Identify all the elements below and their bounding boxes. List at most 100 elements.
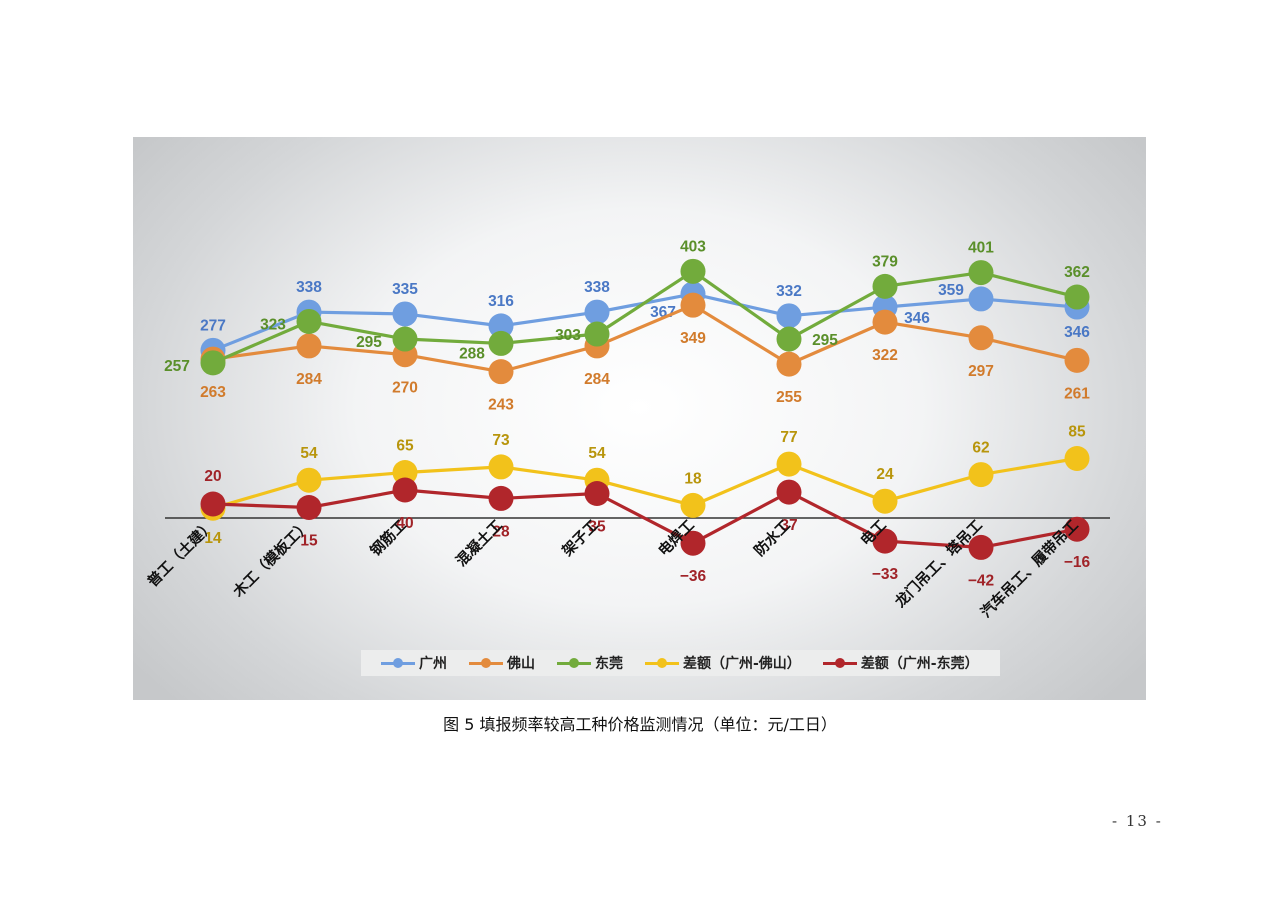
category-label: 混凝土工 [452,516,506,570]
data-label: 28 [492,523,510,540]
data-label: 77 [780,429,797,446]
series-5: 20 15 40 28 35 −36 37 −33 −42 −16 [200,468,1091,589]
data-point [584,299,610,325]
data-point [776,451,802,477]
data-label: 379 [872,253,898,270]
legend-swatch [645,658,679,668]
data-label: −36 [680,568,707,585]
series-line [212,303,1078,374]
data-label: 243 [488,397,514,414]
data-label: −16 [1064,554,1091,571]
data-point [872,309,898,335]
data-point [200,350,226,376]
legend-swatch [557,658,591,668]
data-point [680,292,706,318]
data-label: 24 [876,466,894,483]
legend-swatch [381,658,415,668]
data-point [968,534,994,560]
data-point [296,308,322,334]
data-point [776,479,802,505]
data-label: 65 [396,438,414,455]
data-label: 303 [555,327,581,344]
data-label: 359 [938,282,964,299]
data-label: 316 [488,293,514,310]
legend-item: 佛山 [469,653,535,673]
data-label: 323 [260,316,286,333]
series-line [212,269,1078,365]
data-label: 335 [392,281,418,298]
data-label: 15 [300,533,318,550]
data-label: 403 [680,238,706,255]
data-label: 401 [968,240,994,257]
legend-item: 差额（广州-东莞） [822,653,979,673]
category-label: 普工（土建） [144,516,218,590]
data-label: 20 [204,468,221,485]
data-point [488,359,514,385]
data-point [776,326,802,352]
series-2: 263 284 270 243 284 349 255 322 297 261 [200,292,1090,414]
category-label: 龙门吊工、塔吊工 [890,516,986,612]
data-point [776,303,802,329]
data-label: 73 [492,432,510,449]
data-label: −42 [968,572,994,589]
legend-label: 广州 [419,656,447,672]
data-point [872,488,898,514]
data-point [488,313,514,339]
legend-item: 广州 [381,653,447,673]
legend-label: 东莞 [595,656,623,672]
data-point [968,325,994,351]
data-label: 261 [1064,385,1090,402]
data-label: 257 [164,358,190,375]
data-point [584,481,610,506]
data-label: 270 [392,380,418,397]
legend-label: 佛山 [507,656,535,672]
legend-item: 东莞 [557,653,623,673]
series-line [212,456,1078,510]
data-label: 40 [396,515,413,532]
data-point [200,491,226,517]
series-4: 14 54 65 73 54 18 77 24 62 85 [200,424,1090,547]
data-point [776,351,802,377]
data-label: −33 [872,566,899,583]
data-point [872,528,898,554]
data-label: 322 [872,347,898,364]
legend-swatch [822,658,857,668]
data-label: 284 [584,371,610,388]
data-label: 332 [776,283,802,300]
data-label: 85 [1068,424,1086,441]
legend-swatch [469,658,503,668]
data-point [488,485,514,511]
data-label: 18 [684,470,702,487]
data-point [488,454,514,480]
data-label: 54 [588,445,606,462]
data-point [296,333,322,359]
chart-legend: 广州 佛山 东莞 差额（广州-佛山） 差额（广州-东莞） [361,650,1000,676]
series-line [212,488,1078,549]
data-label: 288 [459,345,485,362]
chart-panel: 277 338 335 316 338 367 332 346 359 346 263 284 270 2… [133,137,1146,700]
data-point [296,467,322,493]
category-label: 架子工 [558,516,602,560]
data-label: 295 [812,332,838,349]
data-label: 284 [296,371,322,388]
data-point [392,477,418,503]
data-point [1064,284,1090,310]
data-label: 37 [780,517,797,534]
data-label: 346 [904,310,930,327]
data-label: 338 [584,279,610,296]
legend-label: 差额（广州-东莞） [860,656,979,672]
data-label: 338 [296,279,322,296]
data-point [680,258,706,284]
data-label: 277 [200,317,226,334]
data-label: 14 [204,530,222,547]
legend-item: 差额（广州-佛山） [645,653,801,673]
series-3: 257 323 295 288 303 403 295 379 401 362 [164,238,1090,376]
data-label: 295 [356,334,382,351]
data-point [584,321,610,347]
data-point [392,460,418,485]
data-point [296,495,322,520]
data-point [1064,347,1090,373]
data-label: 62 [972,440,989,457]
